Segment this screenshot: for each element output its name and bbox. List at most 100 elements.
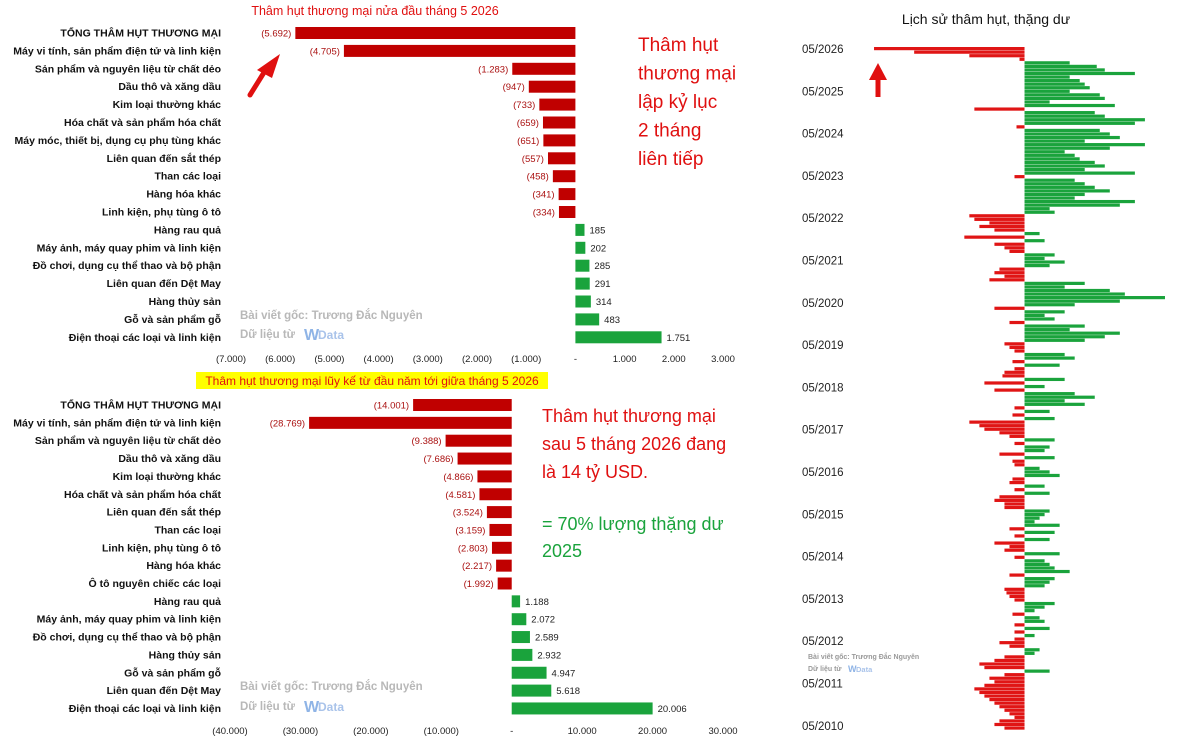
history-bar	[969, 54, 1025, 58]
category-label: Hàng thủy sản	[149, 649, 221, 661]
history-bar	[1024, 626, 1050, 631]
category-label: Máy ảnh, máy quay phim và linh kiện	[37, 242, 221, 254]
bar	[295, 27, 576, 39]
history-bar	[1024, 296, 1165, 300]
category-label: Hóa chất và sản phẩm hóa chất	[64, 489, 221, 501]
y-tick-label: 05/2022	[802, 213, 844, 225]
category-label: TỔNG THÂM HỤT THƯƠNG MẠI	[60, 27, 221, 40]
y-tick-label: 05/2020	[802, 298, 844, 310]
history-bar	[1004, 502, 1025, 506]
history-bar	[984, 427, 1025, 431]
history-bar	[1024, 402, 1085, 406]
data-label: (4.705)	[310, 46, 340, 57]
x-tick-label: (1.000)	[511, 354, 541, 365]
history-bar	[1024, 182, 1085, 186]
history-bar	[1009, 320, 1025, 325]
x-tick-label: 3.000	[711, 354, 735, 365]
watermark-author: Bài viết gốc: Trương Đắc Nguyên	[240, 309, 423, 322]
history-bar	[1024, 648, 1040, 652]
history-bar	[1014, 406, 1025, 410]
history-bar	[1004, 342, 1025, 346]
data-label: 483	[604, 315, 620, 326]
history-bar	[1024, 86, 1090, 90]
bar	[457, 452, 512, 465]
bar	[479, 488, 512, 501]
history-bar	[1024, 569, 1070, 574]
history-bar	[1004, 587, 1025, 591]
history-bar	[1014, 630, 1025, 634]
history-bar	[1024, 609, 1035, 613]
history-bar	[1024, 605, 1045, 609]
bar	[497, 577, 512, 590]
history-bar	[1014, 623, 1025, 627]
history-bar	[1024, 473, 1060, 478]
history-bar	[1004, 370, 1025, 374]
history-bar	[1024, 157, 1080, 161]
history-bar	[994, 541, 1025, 545]
chart-history: Lịch sử thâm hụt, thặng dư 05/2026 05/202…	[802, 11, 1165, 733]
history-bar	[1024, 513, 1045, 517]
annotation-line: Thâm hụt thương mại	[542, 406, 716, 426]
history-bar	[1004, 274, 1025, 278]
history-bar	[1012, 459, 1025, 463]
history-bar	[974, 107, 1025, 111]
history-bar	[1024, 203, 1120, 207]
bar	[542, 116, 576, 129]
history-bar	[1024, 153, 1075, 157]
history-bar	[1024, 484, 1045, 488]
category-label: Gỗ và sản phẩm gỗ	[124, 666, 221, 679]
deficit-annotation: Thâm hụt thương mại sau 5 tháng 2026 đang…	[542, 406, 726, 561]
history-bar	[984, 381, 1025, 385]
annotation-line: 2 tháng	[638, 121, 701, 142]
bar	[547, 152, 576, 165]
history-bar	[1002, 374, 1025, 378]
history-bar	[1024, 146, 1110, 150]
history-bar	[1024, 210, 1055, 214]
history-bar	[1024, 71, 1135, 76]
bar	[575, 241, 586, 254]
category-label: Hóa chất và sản phẩm hóa chất	[64, 117, 221, 129]
data-label: (2.803)	[458, 543, 488, 554]
history-bar	[1024, 103, 1115, 108]
bar	[575, 259, 590, 272]
history-bar	[989, 697, 1025, 702]
data-label: 314	[596, 297, 612, 308]
bar	[512, 62, 576, 75]
bar	[558, 188, 576, 201]
category-label: Máy vi tính, sản phẩm điện tử và linh ki…	[13, 45, 221, 57]
data-label: (5.692)	[261, 29, 291, 40]
history-bar	[984, 665, 1025, 670]
history-bar	[1024, 363, 1060, 367]
x-tick-label: 2.000	[662, 354, 686, 365]
history-bar	[1024, 669, 1050, 673]
history-bar	[974, 687, 1025, 691]
data-label: 5.618	[556, 686, 580, 697]
category-label: Liên quan đến sắt thép	[107, 506, 221, 519]
history-bar	[994, 271, 1025, 275]
chart-title: Thâm hụt thương mại nửa đầu tháng 5 2026	[251, 4, 498, 18]
y-tick-label: 05/2011	[802, 679, 843, 691]
data-label: 285	[594, 261, 610, 272]
history-bar	[1014, 441, 1025, 446]
history-bar	[1024, 324, 1085, 328]
history-bar	[1012, 360, 1025, 364]
bar	[477, 470, 512, 483]
history-bar	[1004, 548, 1025, 552]
history-bar	[1024, 580, 1050, 584]
history-bar	[1024, 139, 1085, 143]
history-bar	[1014, 488, 1025, 492]
history-bar	[1024, 399, 1065, 403]
category-label: Than các loại	[154, 524, 221, 536]
watermark-logo-data: Data	[856, 665, 873, 674]
history-bar	[1024, 100, 1050, 104]
watermark-source: Dữ liệu từ	[240, 701, 296, 713]
history-bar	[1024, 121, 1135, 125]
annotation-line: sau 5 tháng 2026 đang	[542, 434, 726, 454]
history-bar	[1024, 143, 1145, 147]
history-bar	[1024, 285, 1065, 289]
history-bar	[1009, 594, 1025, 599]
y-tick-label: 05/2023	[802, 171, 844, 183]
category-label: Máy vi tính, sản phẩm điện tử và linh ki…	[13, 417, 221, 429]
category-label: Điện thoại các loại và linh kiện	[69, 332, 221, 344]
history-bar	[1024, 651, 1035, 655]
